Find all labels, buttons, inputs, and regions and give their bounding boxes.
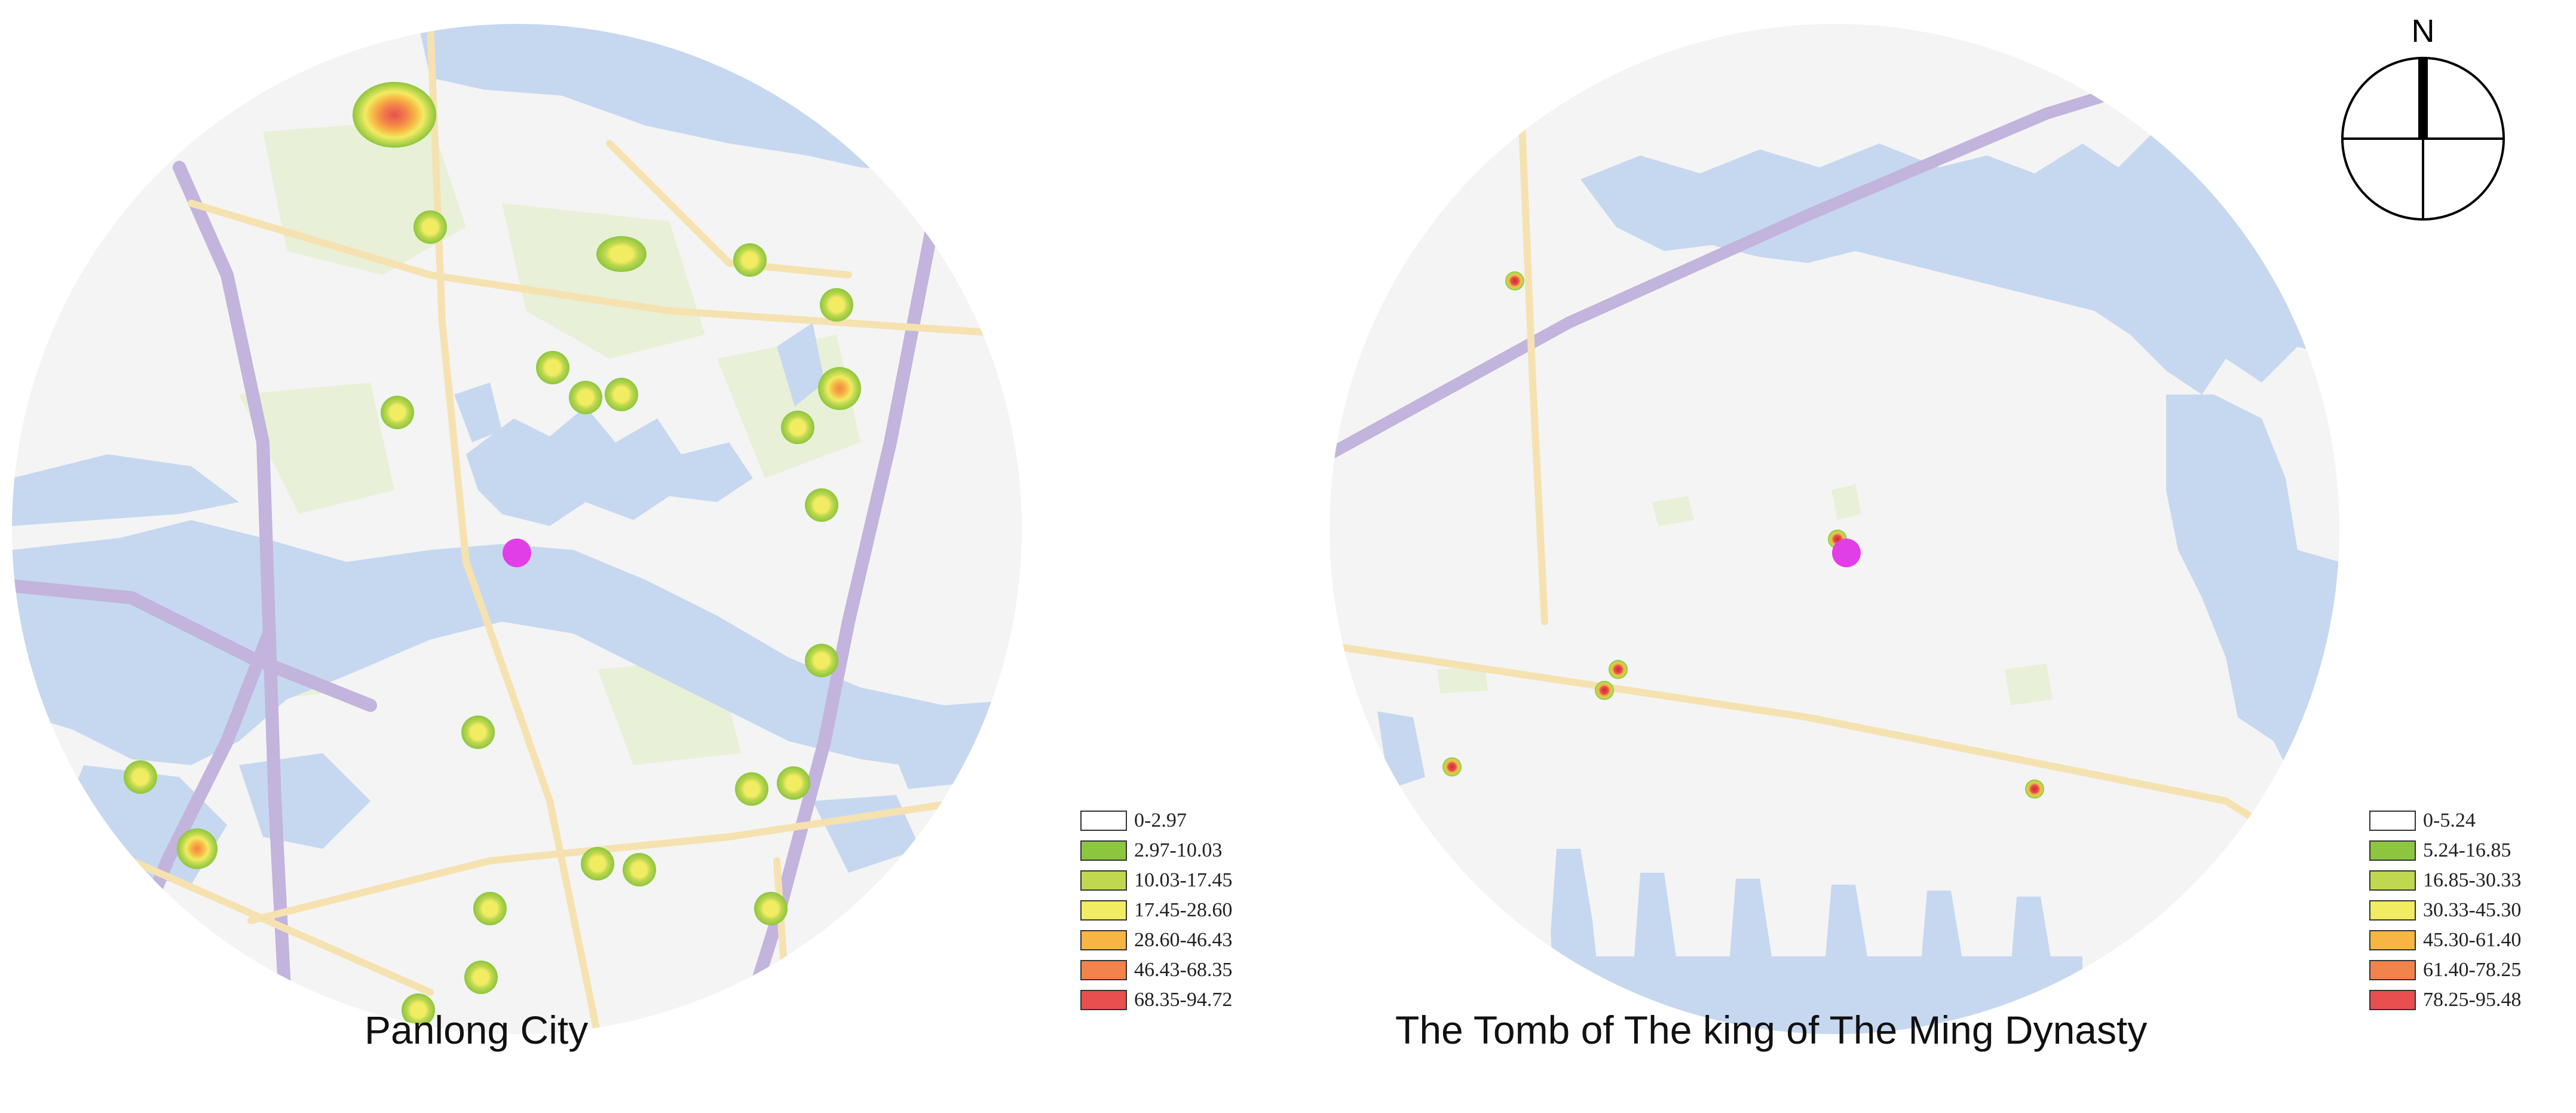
water-bodies [1377,120,2339,1034]
hotspot [1442,757,1462,776]
hotspot [353,82,436,148]
legend-swatch [1080,900,1127,921]
hotspot [1595,681,1614,700]
hotspot [605,378,638,411]
legend-row: 61.40-78.25 [2369,955,2521,985]
hotspot [569,381,602,414]
legend-label: 0-2.97 [1134,809,1187,831]
legend-row: 5.24-16.85 [2369,836,2521,866]
legend-row: 0-2.97 [1080,806,1232,836]
hotspot [177,828,218,869]
site-marker [1832,539,1861,567]
hotspot [413,210,447,244]
legend-swatch [1080,930,1127,950]
hotspot [805,644,838,677]
legend-label: 10.03-17.45 [1134,869,1233,891]
ming-tomb-map [1330,24,2339,1034]
highways [12,161,939,1034]
legend-label: 61.40-78.25 [2423,959,2522,981]
hotspot [596,236,647,272]
hotspot [805,488,838,522]
hotspot [818,367,861,410]
hotspot [381,396,414,429]
legend-label: 2.97-10.03 [1134,839,1223,861]
hotspot [473,892,507,925]
roads [128,24,1022,1034]
legend-label: 30.33-45.30 [2423,899,2522,921]
legend-label: 17.45-28.60 [1134,899,1233,921]
legend-ming-tomb: 0-5.24 5.24-16.85 16.85-30.33 30.33-45.3… [2369,806,2521,1015]
legend-row: 78.25-95.48 [2369,985,2521,1015]
legend-swatch [2369,960,2416,980]
legend-row: 46.43-68.35 [1080,955,1232,985]
hotspot [2025,779,2044,799]
site-marker [503,539,531,567]
legend-label: 28.60-46.43 [1134,929,1233,951]
roads [1330,92,2339,876]
legend-swatch [2369,870,2416,891]
legend-swatch [2369,811,2416,831]
legend-label: 0-5.24 [2423,809,2476,831]
hotspot [781,411,814,444]
hotspot [820,288,853,322]
compass-svg: N [2341,13,2505,221]
hotspot [124,760,157,794]
legend-row: 28.60-46.43 [1080,925,1232,955]
legend-swatch [1080,960,1127,980]
legend-row: 68.35-94.72 [1080,985,1232,1015]
legend-label: 5.24-16.85 [2423,839,2511,861]
panlong-map-svg [12,24,1022,1034]
north-arrow-compass: N [2333,13,2513,222]
hotspot [735,772,768,806]
legend-row: 30.33-45.30 [2369,895,2521,925]
legend-label: 16.85-30.33 [2423,869,2522,891]
green-areas [1437,484,2053,705]
legend-label: 46.43-68.35 [1134,959,1233,981]
hotspot [461,716,495,749]
panlong-city-map [12,24,1022,1034]
legend-label: 45.30-61.40 [2423,929,2522,951]
heat-hotspots [124,82,861,1027]
hotspot [1505,271,1524,291]
hotspot [754,892,788,925]
hotspot [536,351,569,384]
compass-north-needle [2418,58,2428,139]
hotspot [777,766,810,800]
legend-swatch [2369,990,2416,1010]
legend-label: 78.25-95.48 [2423,989,2522,1011]
legend-row: 10.03-17.45 [1080,866,1232,895]
legend-swatch [2369,930,2416,950]
legend-row: 17.45-28.60 [1080,895,1232,925]
legend-row: 2.97-10.03 [1080,836,1232,866]
hotspot [733,243,767,277]
legend-row: 45.30-61.40 [2369,925,2521,955]
legend-label: 68.35-94.72 [1134,989,1233,1011]
legend-swatch [1080,870,1127,891]
map-caption-panlong: Panlong City [365,1008,589,1052]
legend-swatch [1080,840,1127,861]
hotspot [623,853,656,886]
hotspot [402,993,435,1027]
legend-row: 0-5.24 [2369,806,2521,836]
hotspot [1609,660,1628,679]
legend-swatch [1080,811,1127,831]
hotspot [581,847,614,880]
legend-swatch [1080,990,1127,1010]
map-caption-ming-tomb: The Tomb of The king of The Ming Dynasty [1395,1008,2148,1052]
ming-tomb-map-svg [1330,24,2339,1034]
legend-panlong: 0-2.97 2.97-10.03 10.03-17.45 17.45-28.6… [1080,806,1232,1015]
legend-row: 16.85-30.33 [2369,866,2521,895]
north-label: N [2412,13,2435,49]
hotspot [464,961,498,994]
legend-swatch [2369,840,2416,861]
legend-swatch [2369,900,2416,921]
